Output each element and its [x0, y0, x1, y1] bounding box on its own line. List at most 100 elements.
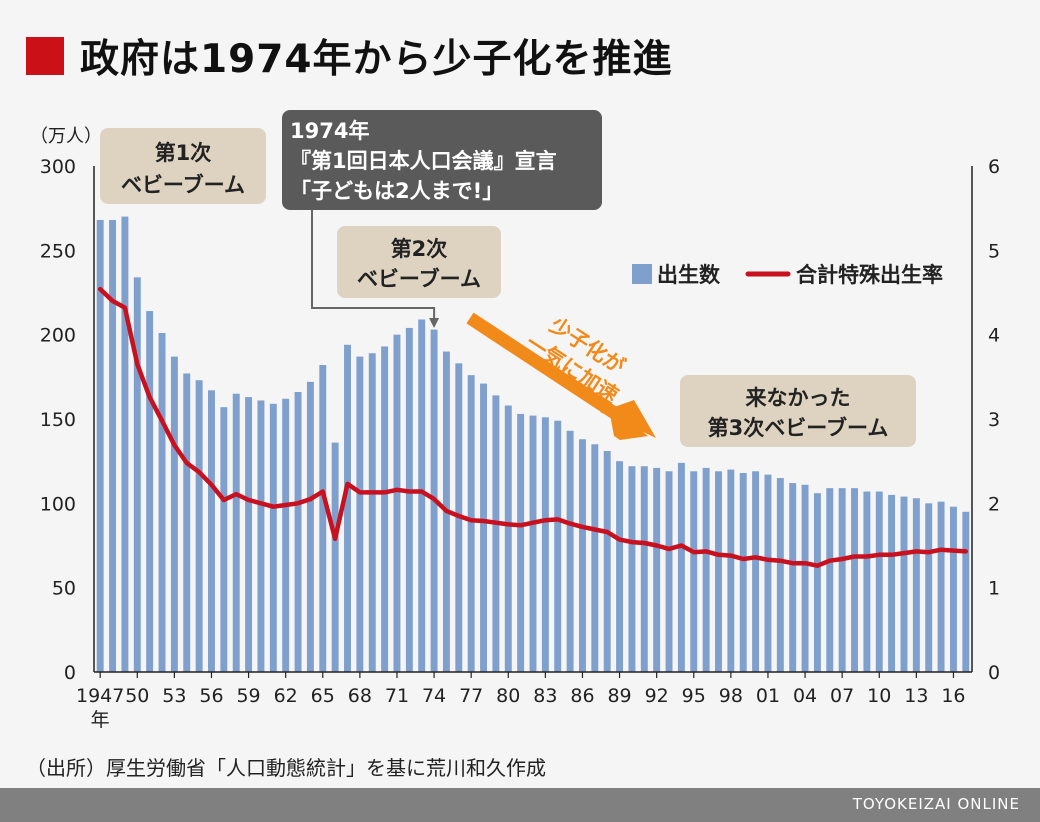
bar — [813, 493, 821, 672]
callout-boom3 — [680, 375, 916, 447]
bar — [677, 462, 685, 672]
footer-bar: TOYOKEIZAI ONLINE — [0, 788, 1040, 822]
y-right-tick-label: 0 — [988, 662, 1000, 684]
bar — [306, 381, 314, 672]
bar — [269, 403, 277, 672]
bar — [133, 277, 141, 672]
brand-label: TOYOKEIZAI ONLINE — [852, 795, 1020, 813]
bar — [715, 471, 722, 672]
bar — [418, 319, 426, 672]
x-tick-label: 1947 — [76, 685, 124, 707]
x-year-label: 年 — [91, 709, 110, 731]
bar — [480, 383, 487, 672]
title-area: 政府は1974年から少子化を推進 — [26, 26, 673, 86]
bar — [368, 353, 376, 672]
x-tick-label: 53 — [162, 685, 186, 707]
x-tick-label: 86 — [570, 685, 594, 707]
bar — [294, 392, 302, 672]
callout-boom1-line1: 第1次 — [155, 141, 212, 165]
callout-1974-line: 『第1回日本人口会議』宣言 — [290, 149, 557, 173]
bar — [146, 311, 154, 672]
bar — [183, 373, 191, 672]
bar — [541, 417, 549, 672]
bar — [925, 503, 933, 672]
bar — [838, 488, 846, 672]
bar — [776, 478, 784, 672]
callout-boom1-line2: ベビーブーム — [121, 173, 245, 197]
y-left-tick-label: 150 — [40, 409, 76, 431]
bar — [653, 467, 661, 672]
x-tick-label: 77 — [459, 685, 483, 707]
bar — [170, 356, 178, 672]
bar — [529, 415, 537, 672]
bar — [257, 400, 265, 672]
bar — [504, 405, 512, 672]
bar — [591, 444, 599, 672]
bar — [579, 439, 586, 672]
x-tick-label: 01 — [756, 685, 780, 707]
bar — [640, 466, 648, 672]
bar — [888, 494, 896, 672]
bar — [789, 483, 797, 672]
y-right-tick-label: 3 — [988, 409, 1000, 431]
bar — [801, 484, 809, 672]
y-left-tick-label: 250 — [40, 240, 76, 262]
bar — [121, 216, 129, 672]
bar — [764, 474, 772, 672]
bar — [245, 397, 253, 672]
y-left-tick-label: 0 — [64, 662, 76, 684]
x-tick-label: 50 — [125, 685, 149, 707]
x-tick-label: 13 — [904, 685, 928, 707]
bar — [702, 467, 710, 672]
y-right-tick-label: 1 — [988, 578, 1000, 600]
bar — [381, 346, 389, 672]
y-left-tick-label: 100 — [40, 493, 76, 515]
callout-1974-line: 「子どもは2人まで!」 — [290, 179, 503, 203]
bar — [665, 471, 673, 672]
y-left-tick-label: 50 — [52, 578, 76, 600]
bar — [319, 365, 327, 672]
bar — [331, 442, 339, 672]
y-axis-unit-label: （万人） — [30, 126, 102, 147]
x-tick-label: 65 — [311, 685, 335, 707]
bar — [949, 506, 957, 672]
x-tick-label: 62 — [274, 685, 298, 707]
y-right-tick-label: 6 — [988, 156, 1000, 178]
bar — [158, 332, 166, 672]
bar — [962, 511, 970, 672]
bar — [739, 472, 747, 672]
x-tick-label: 10 — [867, 685, 891, 707]
bar — [220, 407, 228, 672]
callout-boom2 — [337, 226, 501, 298]
bar — [900, 496, 908, 672]
y-right-tick-label: 4 — [988, 325, 1000, 347]
legend-swatch-births — [632, 264, 652, 284]
x-tick-label: 92 — [645, 685, 669, 707]
x-tick-label: 74 — [422, 685, 446, 707]
bar — [344, 344, 351, 672]
bar — [616, 461, 624, 672]
source-note: （出所）厚生労働省「人口動態統計」を基に荒川和久作成 — [26, 756, 546, 780]
tfr-line — [97, 286, 969, 568]
x-tick-label: 89 — [607, 685, 631, 707]
legend-label-tfr: 合計特殊出生率 — [796, 263, 943, 287]
bar — [690, 471, 698, 672]
y-right-tick-label: 5 — [988, 240, 1000, 262]
decline-arrow-tip — [600, 400, 656, 438]
x-tick-label: 04 — [793, 685, 817, 707]
callout-boom2-line2: ベビーブーム — [357, 267, 481, 291]
bar — [467, 375, 475, 672]
bar — [208, 390, 215, 672]
callout-1974 — [282, 110, 602, 210]
callout-boom1 — [100, 128, 266, 204]
bar — [195, 380, 203, 672]
bar — [109, 219, 117, 672]
callout-boom2-line1: 第2次 — [391, 237, 448, 261]
bar — [912, 498, 920, 672]
x-tick-label: 80 — [496, 685, 520, 707]
y-left-tick-label: 200 — [40, 325, 76, 347]
decline-arrow-shaft — [466, 312, 626, 424]
callout-boom3-line1: 来なかった — [746, 386, 851, 410]
title-accent-square — [26, 37, 64, 75]
